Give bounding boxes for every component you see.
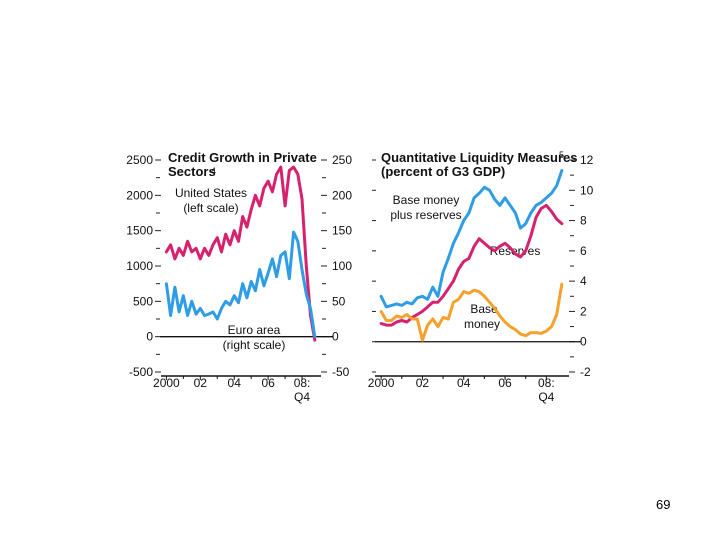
liquidity-right-tick-label: 12 — [580, 153, 594, 167]
right-axis-ticks: 12 10 8 6 4 2 0 -2 2000 02 04 06 08:Q4 — [368, 153, 594, 404]
credit-right-tick-label: 0 — [332, 330, 339, 344]
euro-label-line1: Euro area — [228, 323, 281, 337]
credit-left-tick-label: 1500 — [126, 224, 153, 238]
us-label-line1: United States — [175, 186, 247, 200]
credit-right-tick-label: 250 — [332, 153, 352, 167]
credit-left-tick-label: 500 — [133, 294, 153, 308]
base-plus-label-line1: Base money — [393, 193, 460, 207]
credit-left-tick-label: 0 — [146, 330, 153, 344]
left-chart-title-line1: Credit Growth in Private — [168, 150, 317, 165]
page-number: 69 — [656, 497, 671, 512]
credit-x-tick-label: 08: — [294, 376, 311, 390]
liquidity-x-tick-label: 06 — [498, 376, 512, 390]
credit-right-tick-label: 150 — [332, 224, 352, 238]
liquidity-right-tick-label: 4 — [580, 274, 587, 288]
credit-x-tick-label: 04 — [228, 376, 242, 390]
credit-right-tick-label: 100 — [332, 259, 352, 273]
liquidity-x-tick-label: 2000 — [368, 376, 395, 390]
left-axis-ticks: 250200150100500-5025002000150010005000-5… — [126, 153, 352, 404]
credit-right-tick-label: 200 — [332, 188, 352, 202]
credit-left-tick-label: 2000 — [126, 188, 153, 202]
liquidity-right-tick-label: 2 — [580, 304, 587, 318]
credit-series-euro-area — [164, 230, 317, 339]
credit-right-tick-label: 50 — [332, 294, 346, 308]
reserves-label: Reserves — [490, 244, 541, 258]
credit-growth-panel: Credit Growth in Private Sectors 4 Unite… — [126, 150, 352, 404]
liquidity-x-tick-label: 02 — [416, 376, 430, 390]
liquidity-right-tick-label: 6 — [580, 244, 587, 258]
liquidity-right-tick-label: 10 — [580, 183, 594, 197]
credit-x-tick-label: 06 — [261, 376, 275, 390]
liquidity-right-tick-label: 0 — [580, 335, 587, 349]
right-plot-lines — [379, 169, 564, 342]
credit-x-tick-label-quarter: Q4 — [294, 390, 310, 404]
credit-left-tick-label: -500 — [129, 365, 153, 379]
liquidity-x-tick-label: 04 — [457, 376, 471, 390]
left-plot-lines — [164, 165, 317, 342]
right-chart-footnote: 5 — [559, 150, 564, 160]
credit-x-tick-label: 2000 — [153, 376, 180, 390]
euro-label-line2: (right scale) — [223, 338, 286, 352]
credit-left-tick-label: 1000 — [126, 259, 153, 273]
liquidity-right-tick-label: -2 — [580, 365, 591, 379]
right-chart-title-line2: (percent of G3 GDP) — [381, 164, 505, 179]
credit-x-tick-label: 02 — [194, 376, 208, 390]
liquidity-x-tick-label-quarter: Q4 — [538, 390, 554, 404]
base-plus-label-line2: plus reserves — [390, 208, 461, 222]
right-chart-title-line1: Quantitative Liquidity Measures — [381, 150, 578, 165]
us-label-line2: (left scale) — [183, 201, 238, 215]
liquidity-panel: Quantitative Liquidity Measures (percent… — [368, 150, 594, 404]
left-chart-title-line2: Sectors — [168, 164, 216, 179]
liquidity-right-tick-label: 8 — [580, 214, 587, 228]
left-chart-footnote: 4 — [211, 166, 216, 176]
credit-series-united-states — [164, 165, 317, 342]
liquidity-series-base-money — [379, 282, 564, 342]
base-label-line2: money — [464, 317, 500, 331]
credit-right-tick-label: -50 — [332, 365, 350, 379]
credit-left-tick-label: 2500 — [126, 153, 153, 167]
liquidity-series-base-money-plus-reserves — [379, 169, 564, 309]
liquidity-x-tick-label: 08: — [538, 376, 555, 390]
